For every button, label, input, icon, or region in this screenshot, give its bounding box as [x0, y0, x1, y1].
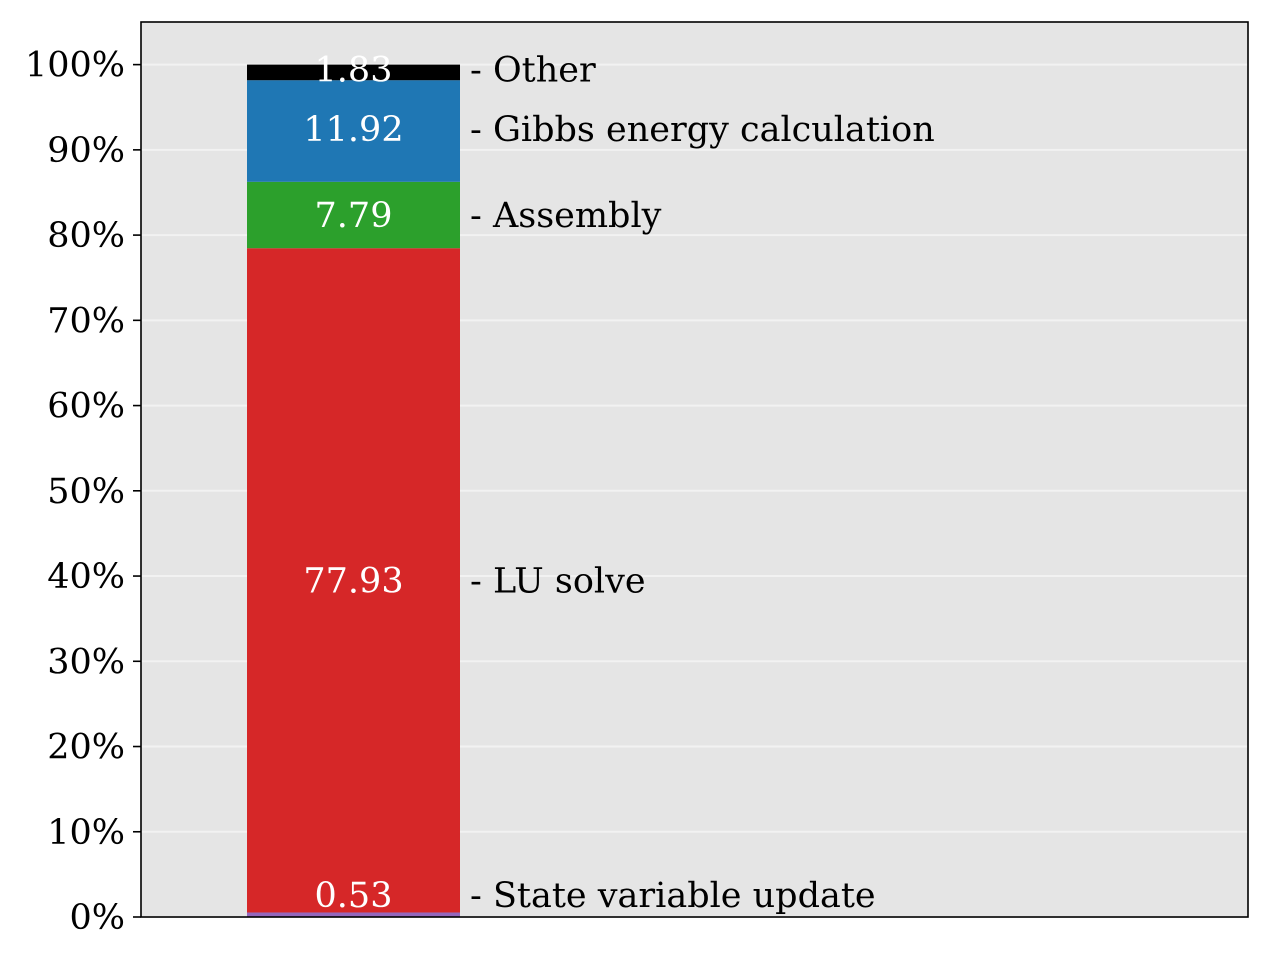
segment-value-label: 11.92 [303, 110, 403, 150]
y-tick-label: 90% [47, 131, 125, 171]
y-tick-label: 50% [47, 472, 125, 512]
y-tick-label: 0% [69, 898, 125, 938]
y-tick-label: 20% [47, 728, 125, 768]
bar-segment [247, 248, 460, 913]
bar-segment [247, 181, 460, 249]
segment-category-label: - Other [470, 50, 596, 90]
bar-segment [247, 80, 460, 182]
segment-value-label: 77.93 [303, 561, 403, 601]
y-tick-label: 100% [25, 46, 125, 86]
segment-category-labels: - State variable update - LU solve - Assem… [470, 50, 935, 916]
segment-value-labels: 0.53 77.93 7.79 11.92 1.83 [303, 50, 403, 916]
y-tick-label: 70% [47, 301, 125, 341]
y-tick-label: 60% [47, 387, 125, 427]
segment-category-label: - Assembly [470, 196, 662, 236]
y-tick-label: 80% [47, 216, 125, 256]
segment-value-label: 7.79 [315, 196, 393, 236]
y-tick-label: 40% [47, 557, 125, 597]
plot-frame [140, 21, 1249, 918]
segment-value-label: 1.83 [315, 50, 393, 90]
y-tick-label: 30% [47, 642, 125, 682]
segment-category-label: - State variable update [470, 876, 876, 916]
y-tick-label: 10% [47, 813, 125, 853]
segment-category-label: - LU solve [470, 561, 646, 601]
y-axis: 0% 10% 20% 30% 40% 50% 60% 70% 80% 90% 100% [25, 46, 141, 938]
bar-segment [247, 912, 460, 917]
bar-segment [247, 64, 460, 81]
stacked-bar [247, 64, 460, 917]
segment-value-label: 0.53 [315, 876, 393, 916]
segment-category-label: - Gibbs energy calculation [470, 110, 935, 150]
